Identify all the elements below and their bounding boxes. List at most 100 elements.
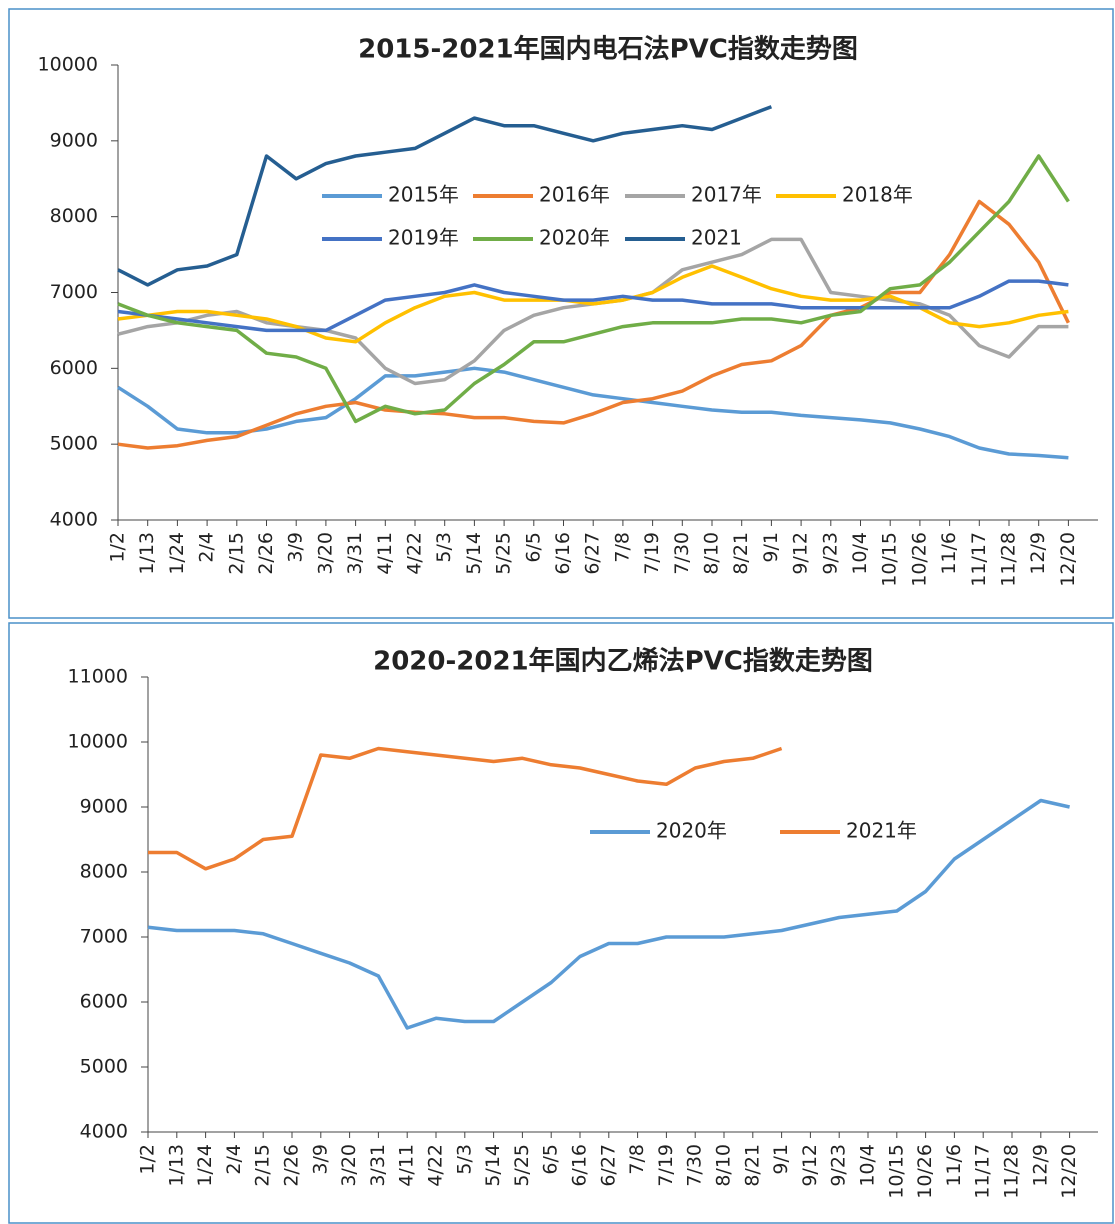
x-tick-label: 11/28 (1001, 1144, 1023, 1199)
x-tick-label: 7/8 (626, 1144, 648, 1175)
x-tick-label: 1/13 (165, 1144, 187, 1187)
series-line (117, 154, 1070, 424)
chart-title: 2020-2021年国内乙烯法PVC指数走势图 (373, 646, 873, 677)
x-tick-label: 1/2 (137, 1144, 159, 1175)
x-tick-label: 11/6 (938, 532, 960, 575)
x-tick-label: 9/23 (819, 532, 841, 575)
series-line (117, 264, 1069, 344)
x-tick-label: 2/4 (196, 532, 218, 563)
x-tick-label: 10/4 (849, 532, 871, 575)
x-tick-label: 4/11 (396, 1144, 418, 1187)
x-tick-label: 8/10 (713, 1144, 735, 1187)
x-tick-label: 2/15 (225, 532, 247, 575)
x-tick-label: 3/9 (285, 532, 307, 563)
x-tick-label: 6/16 (569, 1144, 591, 1187)
x-tick-label: 8/21 (741, 1144, 763, 1187)
x-tick-label: 2/15 (252, 1144, 274, 1187)
x-tick-label: 5/14 (482, 1144, 504, 1187)
x-tick-label: 3/20 (314, 532, 336, 575)
legend-label: 2020年 (656, 819, 727, 843)
legend-label: 2018年 (842, 183, 913, 207)
y-tick-label: 9000 (80, 796, 128, 818)
x-tick-label: 11/28 (998, 532, 1020, 587)
y-tick-label: 10000 (38, 54, 98, 76)
x-tick-label: 3/31 (344, 532, 366, 575)
y-tick-label: 4000 (80, 1121, 128, 1143)
x-tick-label: 6/5 (522, 532, 544, 563)
y-tick-label: 8000 (80, 861, 128, 883)
y-tick-label: 9000 (50, 129, 98, 151)
x-tick-label: 9/1 (770, 1144, 792, 1175)
y-tick-label: 7000 (80, 926, 128, 948)
panel-frame (8, 622, 1114, 1224)
x-tick-label: 9/1 (760, 532, 782, 563)
x-tick-label: 7/30 (684, 1144, 706, 1187)
x-tick-label: 1/13 (136, 532, 158, 575)
x-tick-label: 5/25 (493, 532, 515, 575)
x-tick-label: 5/3 (453, 1144, 475, 1175)
x-tick-label: 6/16 (552, 532, 574, 575)
x-tick-label: 12/20 (1057, 532, 1079, 587)
legend-label: 2015年 (388, 183, 459, 207)
y-tick-label: 4000 (50, 509, 98, 531)
x-tick-label: 3/9 (309, 1144, 331, 1175)
x-tick-label: 7/19 (655, 1144, 677, 1187)
x-tick-label: 5/14 (463, 532, 485, 575)
y-tick-label: 5000 (50, 433, 98, 455)
x-tick-label: 11/17 (968, 532, 990, 587)
x-tick-label: 1/2 (107, 532, 129, 563)
legend-label: 2020年 (539, 226, 610, 250)
series-line (117, 279, 1069, 333)
x-tick-label: 1/24 (194, 1144, 216, 1187)
x-tick-label: 6/27 (582, 532, 604, 575)
x-tick-label: 9/12 (799, 1144, 821, 1187)
x-tick-label: 10/15 (885, 1144, 907, 1199)
legend-label: 2021 (691, 226, 742, 250)
y-tick-label: 6000 (80, 991, 128, 1013)
x-tick-label: 5/3 (433, 532, 455, 563)
x-tick-label: 7/19 (641, 532, 663, 575)
x-tick-label: 9/12 (790, 532, 812, 575)
x-tick-label: 1/24 (166, 532, 188, 575)
x-tick-label: 8/21 (730, 532, 752, 575)
y-tick-label: 5000 (80, 1056, 128, 1078)
x-tick-label: 12/9 (1027, 532, 1049, 575)
x-tick-label: 3/31 (367, 1144, 389, 1187)
x-tick-label: 2/4 (223, 1144, 245, 1175)
x-tick-label: 6/27 (597, 1144, 619, 1187)
x-tick-label: 12/9 (1029, 1144, 1051, 1187)
x-tick-label: 12/20 (1058, 1144, 1080, 1199)
y-tick-label: 7000 (50, 281, 98, 303)
x-tick-label: 5/25 (511, 1144, 533, 1187)
y-tick-label: 10000 (68, 731, 128, 753)
x-tick-label: 9/23 (828, 1144, 850, 1187)
y-tick-label: 8000 (50, 205, 98, 227)
x-tick-label: 10/26 (914, 1144, 936, 1199)
x-tick-label: 10/26 (908, 532, 930, 587)
series-line (117, 366, 1069, 460)
chart-title: 2015-2021年国内电石法PVC指数走势图 (358, 34, 858, 65)
x-tick-label: 6/5 (540, 1144, 562, 1175)
x-tick-label: 10/4 (857, 1144, 879, 1187)
y-tick-label: 6000 (50, 357, 98, 379)
series-line (147, 798, 1070, 1030)
legend-label: 2016年 (539, 183, 610, 207)
x-tick-label: 4/22 (425, 1144, 447, 1187)
x-tick-label: 11/17 (972, 1144, 994, 1199)
x-tick-label: 4/11 (374, 532, 396, 575)
x-tick-label: 2/26 (255, 532, 277, 575)
panel-frame (8, 8, 1114, 619)
legend-label: 2021年 (846, 819, 917, 843)
x-tick-label: 7/8 (611, 532, 633, 563)
series-line (117, 105, 773, 287)
x-tick-label: 10/15 (879, 532, 901, 587)
x-tick-label: 3/20 (338, 1144, 360, 1187)
y-tick-label: 11000 (68, 666, 128, 688)
x-tick-label: 7/30 (671, 532, 693, 575)
x-tick-label: 4/22 (404, 532, 426, 575)
x-tick-label: 2/26 (281, 1144, 303, 1187)
series-line (148, 746, 783, 871)
x-tick-label: 8/10 (701, 532, 723, 575)
